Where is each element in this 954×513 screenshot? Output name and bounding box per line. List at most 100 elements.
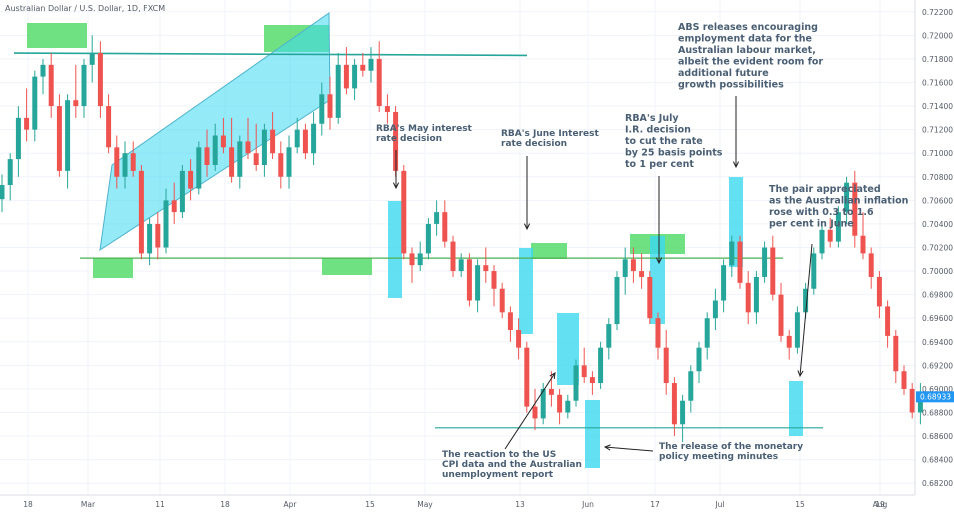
candle-body xyxy=(729,241,735,266)
candle-body xyxy=(114,147,120,177)
y-tick-label: 0.68800 xyxy=(922,409,953,418)
candle-body xyxy=(311,123,317,154)
annotation-minutes: The release of the monetary policy meetin… xyxy=(659,442,803,462)
x-tick-label: 13 xyxy=(515,500,525,509)
candle-body xyxy=(15,117,21,160)
cyan-box-minutes xyxy=(585,400,600,468)
candle-body xyxy=(844,182,850,213)
svg-text:0.68933: 0.68933 xyxy=(920,393,951,402)
candle-body xyxy=(852,182,858,236)
candle-body xyxy=(65,100,71,171)
candle-body xyxy=(647,276,653,319)
candle-body xyxy=(245,141,251,154)
candle-body xyxy=(893,335,899,372)
candle-body xyxy=(81,64,87,107)
candle-body xyxy=(56,106,62,171)
candle-body xyxy=(680,400,686,425)
candle-body xyxy=(401,170,407,254)
candle-body xyxy=(762,247,768,277)
candle-body xyxy=(557,394,563,413)
annotation-line: by 25 basis points xyxy=(625,148,723,159)
candle-body xyxy=(589,377,595,384)
candle-body xyxy=(409,253,415,266)
green-box-june xyxy=(531,243,567,259)
candle-body xyxy=(327,94,333,118)
annotation-line: per cent in June xyxy=(769,219,854,230)
candle-body xyxy=(212,135,218,165)
candle-body xyxy=(352,64,358,89)
candle-body xyxy=(491,271,497,289)
candle-body xyxy=(368,58,374,71)
x-tick-label: 19 xyxy=(875,500,885,509)
candle-body xyxy=(548,388,554,395)
candle-body xyxy=(507,312,513,330)
x-tick-label: 11 xyxy=(155,500,165,509)
candle-body xyxy=(417,253,423,266)
candle-body xyxy=(745,282,751,313)
y-tick-label: 0.71600 xyxy=(922,79,953,88)
arrow-us-cpi xyxy=(504,372,556,450)
y-tick-label: 0.70400 xyxy=(922,220,953,229)
candle-body xyxy=(614,276,620,325)
candle-body xyxy=(442,212,448,242)
annotation-line: The reaction to the US xyxy=(442,450,556,460)
candle-body xyxy=(639,271,645,277)
candle-body xyxy=(188,170,194,189)
y-tick-label: 0.70200 xyxy=(922,244,953,253)
candle-body xyxy=(466,259,472,301)
annotation-line: CPI data and the Australian xyxy=(442,460,582,470)
arrow-inflation-head xyxy=(797,370,804,378)
annotation-inflation: The pair appreciated as the Australian in… xyxy=(769,184,909,230)
price-axis[interactable]: 0.72200 0.72000 0.71800 0.71600 0.71400 0.712… xyxy=(922,8,953,488)
last-price-tag: 0.68933 xyxy=(916,391,954,403)
candle-body xyxy=(220,135,226,148)
candle-body xyxy=(130,153,136,171)
x-tick-label: 17 xyxy=(650,500,660,509)
annotation-line: RBA's June Interest xyxy=(501,129,599,139)
green-box-top-left xyxy=(27,23,87,48)
candle-body xyxy=(532,406,538,419)
annotation-line: growth possibilities xyxy=(678,80,784,91)
annotation-line: albeit the evident room for xyxy=(678,57,823,68)
candle-body xyxy=(721,265,727,301)
candle-body xyxy=(622,259,628,277)
candle-body xyxy=(278,153,284,177)
annotation-line: ABS releases encouraging xyxy=(678,22,818,33)
x-tick-label: 15 xyxy=(365,500,375,509)
candle-body xyxy=(573,365,579,401)
candle-body xyxy=(360,64,366,71)
cyan-box-inflation xyxy=(789,381,803,436)
candle-body xyxy=(524,347,530,407)
annotation-line: rate decision xyxy=(501,139,567,149)
annotation-line: RBA's May interest xyxy=(376,124,473,134)
y-tick-label: 0.70800 xyxy=(922,173,953,182)
cyan-box-may xyxy=(388,201,402,298)
candle-body xyxy=(540,388,546,419)
candle-body xyxy=(343,64,349,89)
candle-body xyxy=(40,64,46,77)
candle-body xyxy=(261,129,267,165)
y-tick-label: 0.71200 xyxy=(922,126,953,135)
candle-body xyxy=(204,147,210,165)
annotation-us-cpi: The reaction to the US CPI data and the A… xyxy=(442,450,582,480)
candle-body xyxy=(73,100,79,107)
candle-body xyxy=(335,64,341,118)
candle-body xyxy=(803,288,809,313)
annotation-line: unemployment report xyxy=(442,470,554,480)
candle-body xyxy=(819,229,825,254)
annotation-rba-june: RBA's June Interest rate decision xyxy=(501,129,599,149)
arrow-rba-june-head xyxy=(523,223,531,231)
x-tick-label: Apr xyxy=(284,500,298,509)
y-tick-label: 0.68400 xyxy=(922,456,953,465)
candle-body xyxy=(7,159,13,186)
candle-body xyxy=(909,388,915,413)
candle-body xyxy=(565,400,571,413)
candle-body xyxy=(516,330,522,348)
candle-body xyxy=(286,147,292,177)
axes xyxy=(0,0,916,496)
candle-body xyxy=(458,259,464,272)
candle-body xyxy=(704,318,710,348)
y-tick-label: 0.71000 xyxy=(922,149,953,158)
